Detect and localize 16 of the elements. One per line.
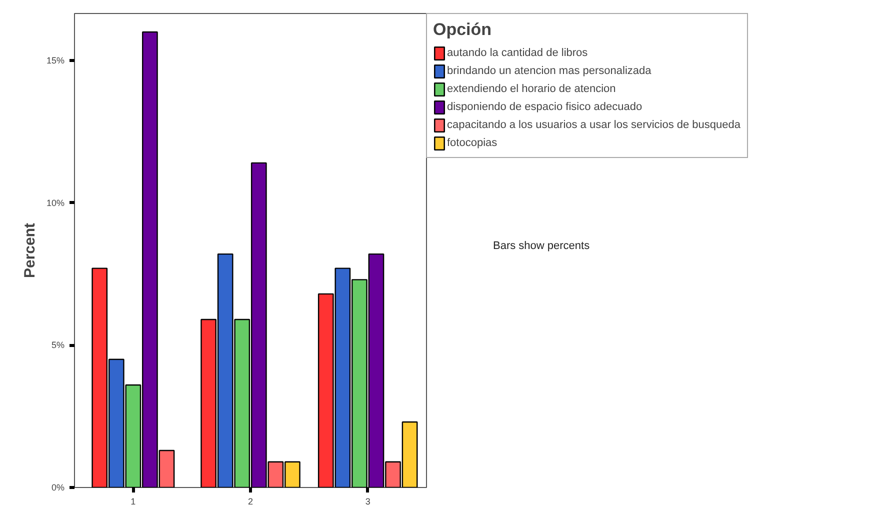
- legend-label: disponiendo de espacio fisico adecuado: [447, 100, 642, 115]
- y-tick-label: 0%: [51, 482, 65, 492]
- legend-label: autando la cantidad de libros: [447, 46, 588, 61]
- y-axis-title: Percent: [21, 222, 38, 278]
- legend-title: Opción: [433, 20, 493, 40]
- legend-label: brindando un atencion mas personalizada: [447, 64, 652, 79]
- legend-label: capacitando a los usuarios a usar los servicios de busqueda: [447, 118, 741, 133]
- x-tick-label: 3: [365, 496, 370, 506]
- legend-label: fotocopias: [447, 136, 498, 151]
- y-tick-label: 5%: [51, 340, 65, 350]
- x-tick-label: 1: [130, 496, 136, 506]
- y-tick-label: 10%: [46, 198, 64, 208]
- legend-label: extendiendo el horario de atencion: [447, 82, 616, 97]
- text: Bars show percents: [493, 239, 590, 254]
- x-tick-label: 2: [248, 496, 254, 506]
- y-tick-label: 15%: [46, 55, 64, 66]
